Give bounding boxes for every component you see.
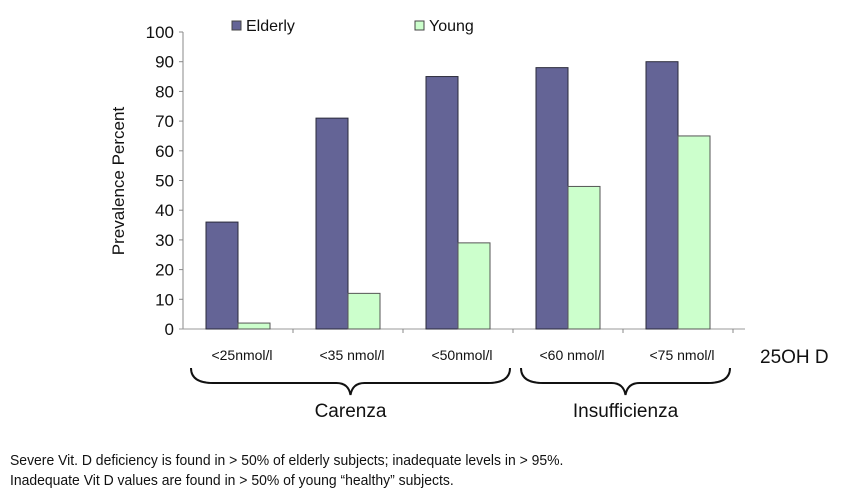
y-axis: 0 10 20 30 40 50 60 70 80 90 100 <box>146 23 184 339</box>
bar-young-2 <box>457 242 491 330</box>
caption-line-1: Severe Vit. D deficiency is found in > 5… <box>10 452 564 469</box>
y-tick-label: 90 <box>155 53 174 72</box>
y-tick-label: 30 <box>155 231 174 250</box>
y-tick-label: 100 <box>146 23 174 42</box>
x-axis: <25nmol/l <35 nmol/l <50nmol/l <60 nmol/l <7… <box>179 328 745 363</box>
caption-line-2: Inadequate Vit D values are found in > 5… <box>10 472 454 489</box>
y-axis-label: Prevalence Percent <box>109 107 128 256</box>
category-groups: Carenza Insufficienza <box>190 367 731 422</box>
legend: Elderly Young <box>231 18 474 35</box>
bar-elderly-0 <box>205 221 239 330</box>
bar-young-1 <box>347 292 381 330</box>
bar-elderly-2 <box>425 76 459 330</box>
bar-young-0 <box>237 322 271 330</box>
legend-swatch-elderly <box>231 20 242 31</box>
x-tick-label: <75 nmol/l <box>650 347 715 363</box>
bar-chart: 0 10 20 30 40 50 60 70 80 90 100 <25nmol/l <35 nmol… <box>109 18 829 422</box>
group-label: Carenza <box>315 401 387 422</box>
legend-label-young: Young <box>429 18 474 35</box>
bars <box>205 61 711 330</box>
y-tick-label: 50 <box>155 172 174 191</box>
group-label: Insufficienza <box>573 401 679 422</box>
bar-elderly-3 <box>535 67 569 330</box>
x-axis-label: 25OH D <box>760 347 829 368</box>
y-tick-label: 40 <box>155 201 174 220</box>
bar-elderly-4 <box>645 61 679 330</box>
x-tick-label: <35 nmol/l <box>320 347 385 363</box>
bar-young-4 <box>677 135 711 330</box>
bar-elderly-1 <box>315 117 349 330</box>
y-tick-label: 60 <box>155 142 174 161</box>
y-tick-label: 10 <box>155 290 174 309</box>
y-tick-label: 80 <box>155 82 174 101</box>
legend-swatch-young <box>414 20 425 31</box>
group-brace <box>520 367 731 396</box>
x-tick-label: <50nmol/l <box>431 347 492 363</box>
group-brace <box>190 367 511 396</box>
y-tick-label: 0 <box>165 320 174 339</box>
legend-label-elderly: Elderly <box>246 18 295 35</box>
bar-young-3 <box>567 185 601 330</box>
x-tick-label: <60 nmol/l <box>540 347 605 363</box>
y-tick-label: 70 <box>155 112 174 131</box>
x-tick-label: <25nmol/l <box>211 347 272 363</box>
y-tick-label: 20 <box>155 261 174 280</box>
